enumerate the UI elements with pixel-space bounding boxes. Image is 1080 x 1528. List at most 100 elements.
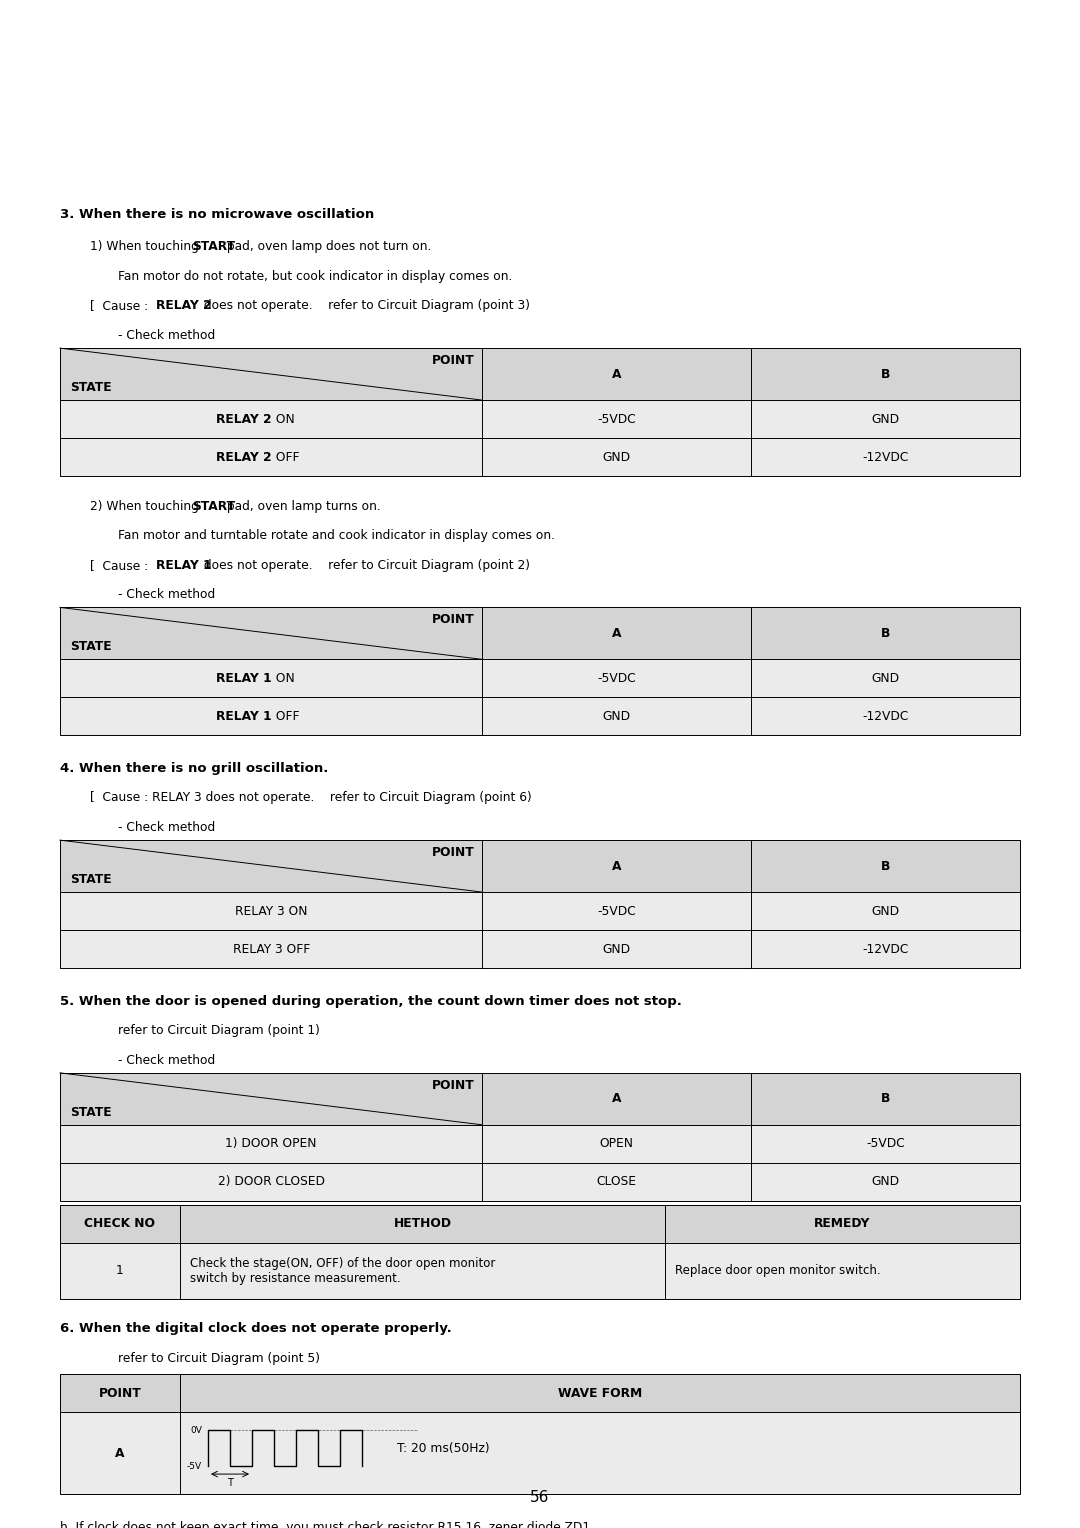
Text: -5VDC: -5VDC (866, 1137, 905, 1151)
Text: STATE: STATE (70, 1106, 111, 1118)
Text: WAVE FORM: WAVE FORM (558, 1386, 643, 1400)
Text: OFF: OFF (272, 711, 299, 723)
Bar (60, 1412, 180, 1494)
Text: B: B (881, 1093, 890, 1105)
Text: 6. When the digital clock does not operate properly.: 6. When the digital clock does not opera… (60, 1322, 451, 1335)
Bar (60, 400, 1020, 439)
Text: -5V: -5V (187, 1462, 202, 1470)
Text: STATE: STATE (70, 640, 111, 654)
Bar (60, 439, 1020, 477)
Text: - Check method: - Check method (118, 1054, 215, 1067)
Text: RELAY 2: RELAY 2 (216, 413, 271, 426)
Bar (60, 608, 1020, 660)
Text: 3. When there is no microwave oscillation: 3. When there is no microwave oscillatio… (60, 208, 375, 222)
Text: 2) DOOR CLOSED: 2) DOOR CLOSED (218, 1175, 325, 1189)
Bar (665, 1206, 1020, 1242)
Text: -5VDC: -5VDC (597, 905, 636, 918)
Text: Fan motor and turntable rotate and cook indicator in display comes on.: Fan motor and turntable rotate and cook … (118, 529, 555, 542)
Text: 2) When touching: 2) When touching (90, 500, 203, 513)
Bar (60, 840, 1020, 892)
Bar (60, 1206, 180, 1242)
Bar (665, 1242, 1020, 1299)
Bar (60, 1242, 180, 1299)
Text: GND: GND (603, 711, 631, 723)
Bar (60, 697, 1020, 735)
Text: RELAY 1: RELAY 1 (216, 672, 271, 685)
Text: h  If clock does not keep exact time, you must check resistor R15,16, zener diod: h If clock does not keep exact time, you… (60, 1520, 594, 1528)
Bar (60, 892, 1020, 931)
Text: STATE: STATE (70, 872, 111, 886)
Bar (180, 1206, 665, 1242)
Text: POINT: POINT (432, 354, 474, 367)
Text: 5. When the door is opened during operation, the count down timer does not stop.: 5. When the door is opened during operat… (60, 995, 681, 1007)
Text: Check the stage(ON, OFF) of the door open monitor
switch by resistance measureme: Check the stage(ON, OFF) of the door ope… (190, 1258, 496, 1285)
Text: GND: GND (872, 672, 900, 685)
Text: REMEDY: REMEDY (814, 1218, 870, 1230)
Text: 4. When there is no grill oscillation.: 4. When there is no grill oscillation. (60, 762, 328, 775)
Text: -12VDC: -12VDC (863, 943, 908, 955)
Text: -12VDC: -12VDC (863, 451, 908, 463)
Text: CHECK NO: CHECK NO (84, 1218, 156, 1230)
Text: A: A (612, 368, 622, 380)
Text: RELAY 1: RELAY 1 (156, 559, 212, 571)
Bar (60, 608, 1020, 735)
Text: A: A (612, 626, 622, 640)
Bar (60, 1125, 1020, 1163)
Text: RELAY 2: RELAY 2 (156, 299, 212, 312)
Text: T: T (227, 1478, 233, 1488)
Text: POINT: POINT (98, 1386, 141, 1400)
Text: Fan motor do not rotate, but cook indicator in display comes on.: Fan motor do not rotate, but cook indica… (118, 270, 512, 283)
Text: GND: GND (872, 1175, 900, 1189)
Bar (180, 1374, 1020, 1412)
Bar (60, 1163, 1020, 1201)
Text: ON: ON (272, 672, 295, 685)
Text: T: 20 ms(50Hz): T: 20 ms(50Hz) (397, 1441, 489, 1455)
Text: 0V: 0V (190, 1426, 202, 1435)
Text: B: B (881, 368, 890, 380)
Text: does not operate.    refer to Circuit Diagram (point 3): does not operate. refer to Circuit Diagr… (200, 299, 530, 312)
Text: -5VDC: -5VDC (597, 413, 636, 426)
Text: GND: GND (872, 905, 900, 918)
Text: pad, oven lamp does not turn on.: pad, oven lamp does not turn on. (224, 240, 432, 254)
Text: [  Cause : RELAY 3 does not operate.    refer to Circuit Diagram (point 6): [ Cause : RELAY 3 does not operate. refe… (90, 792, 531, 804)
Text: A: A (612, 860, 622, 872)
Text: RELAY 1: RELAY 1 (216, 711, 271, 723)
Text: START: START (192, 500, 234, 513)
Bar (60, 660, 1020, 697)
Bar (60, 840, 1020, 969)
Bar (60, 348, 1020, 400)
Bar (60, 1073, 1020, 1201)
Bar (60, 348, 1020, 477)
Text: ON: ON (272, 413, 295, 426)
Text: - Check method: - Check method (118, 329, 215, 342)
Bar (180, 1412, 1020, 1494)
Text: [  Cause :: [ Cause : (90, 559, 152, 571)
Text: 1: 1 (117, 1264, 124, 1277)
Text: 56: 56 (530, 1490, 550, 1505)
Text: pad, oven lamp turns on.: pad, oven lamp turns on. (224, 500, 381, 513)
Text: GND: GND (603, 451, 631, 463)
Text: - Check method: - Check method (118, 588, 215, 601)
Text: -12VDC: -12VDC (863, 711, 908, 723)
Bar (60, 1206, 1020, 1299)
Text: OPEN: OPEN (599, 1137, 634, 1151)
Text: POINT: POINT (432, 847, 474, 859)
Text: POINT: POINT (432, 613, 474, 626)
Text: CLOSE: CLOSE (597, 1175, 637, 1189)
Bar (60, 1073, 1020, 1125)
Text: 1) DOOR OPEN: 1) DOOR OPEN (226, 1137, 316, 1151)
Text: HETHOD: HETHOD (393, 1218, 451, 1230)
Text: POINT: POINT (432, 1079, 474, 1093)
Bar (60, 1374, 1020, 1494)
Bar (60, 931, 1020, 969)
Text: [  Cause :: [ Cause : (90, 299, 152, 312)
Text: GND: GND (872, 413, 900, 426)
Text: GND: GND (603, 943, 631, 955)
Text: A: A (116, 1447, 125, 1459)
Text: RELAY 2: RELAY 2 (216, 451, 271, 463)
Text: A: A (612, 1093, 622, 1105)
Text: STATE: STATE (70, 380, 111, 394)
Text: B: B (881, 626, 890, 640)
Text: RELAY 3 ON: RELAY 3 ON (235, 905, 308, 918)
Text: refer to Circuit Diagram (point 5): refer to Circuit Diagram (point 5) (118, 1352, 320, 1365)
